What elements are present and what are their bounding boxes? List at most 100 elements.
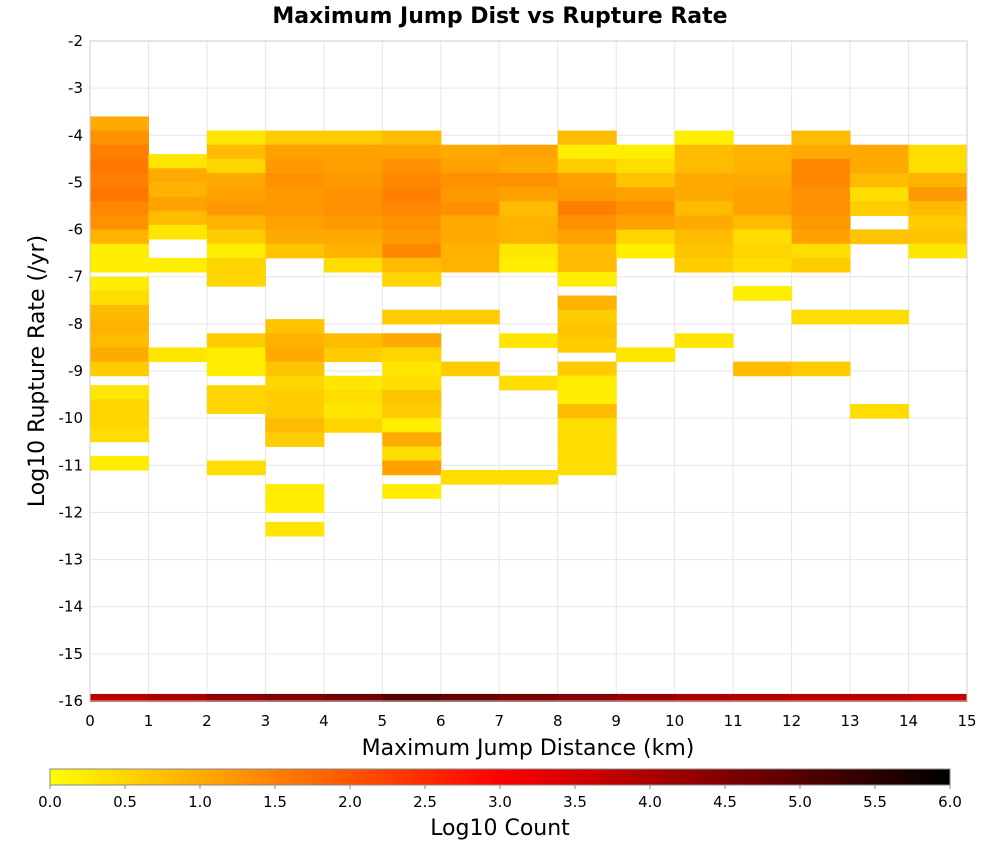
heatmap-cell: [440, 144, 500, 160]
colorbar-tick-label: 5.0: [788, 793, 812, 811]
heatmap-cell: [440, 361, 500, 377]
x-tick-label: 13: [841, 712, 860, 730]
plot-border: [89, 40, 968, 702]
heatmap-cell: [674, 187, 734, 202]
heatmap-cell: [323, 389, 383, 405]
heatmap-cell: [674, 333, 734, 348]
heatmap-cell: [382, 333, 442, 348]
heatmap-cell: [733, 257, 793, 273]
colorbar-tick-label: 1.0: [188, 793, 212, 811]
heatmap-cell: [616, 347, 676, 363]
heatmap-cell: [90, 413, 149, 429]
heatmap-cell: [499, 158, 559, 174]
heatmap-cell: [674, 215, 734, 231]
heatmap-cell: [908, 229, 968, 245]
heatmap-cell: [90, 229, 149, 245]
heatmap-cell: [557, 309, 617, 325]
heatmap-cell: [791, 187, 851, 202]
heatmap-cells: [90, 116, 968, 537]
heatmap-cell: [382, 158, 442, 174]
heatmap-cell: [557, 187, 617, 202]
heatmap-cell: [148, 168, 208, 183]
heatmap-cell: [90, 290, 149, 306]
bottom-band-cell: [557, 693, 617, 702]
heatmap-cell: [323, 201, 383, 216]
heatmap-cell: [908, 187, 968, 202]
heatmap-cell: [440, 201, 500, 216]
bottom-band-cell: [206, 693, 266, 702]
y-tick-label: -5: [68, 173, 83, 191]
bottom-band-cell: [265, 693, 325, 702]
y-tick-label: -16: [59, 692, 84, 710]
y-tick-label: -2: [68, 32, 83, 50]
heatmap-cell: [733, 215, 793, 231]
heatmap-cell: [265, 201, 325, 216]
heatmap-cell: [557, 323, 617, 339]
heatmap-cell: [499, 144, 559, 160]
heatmap-cell: [206, 361, 266, 377]
heatmap-cell: [265, 173, 325, 188]
heatmap-cell: [90, 319, 149, 334]
heatmap-cell: [733, 229, 793, 245]
heatmap-cell: [791, 229, 851, 245]
heatmap-cell: [791, 158, 851, 174]
colorbar-tick-label: 3.0: [488, 793, 512, 811]
heatmap-cell: [323, 347, 383, 363]
colorbar-tick-label: 3.5: [563, 793, 587, 811]
heatmap-cell: [557, 432, 617, 447]
heatmap-cell: [206, 333, 266, 348]
heatmap-cell: [499, 375, 559, 391]
heatmap-cell: [206, 187, 266, 202]
heatmap-cell: [674, 243, 734, 259]
heatmap-cell: [850, 173, 910, 188]
heatmap-cell: [557, 257, 617, 273]
y-tick-label: -7: [68, 268, 83, 286]
heatmap-cell: [148, 154, 208, 169]
y-tick-label: -10: [59, 409, 84, 427]
heatmap-cell: [206, 385, 266, 400]
bottom-band-cell: [323, 693, 383, 702]
bottom-band-cell: [791, 693, 851, 702]
heatmap-cell: [265, 319, 325, 334]
heatmap-cell: [674, 130, 734, 146]
heatmap-cell: [499, 229, 559, 245]
heatmap-cell: [616, 173, 676, 188]
heatmap-cell: [323, 187, 383, 202]
heatmap-cell: [323, 404, 383, 419]
y-tick-label: -12: [59, 503, 84, 521]
colorbar-tick-label: 0.0: [38, 793, 62, 811]
heatmap-cell: [382, 347, 442, 363]
colorbar-tick-label: 2.0: [338, 793, 362, 811]
heatmap-cell: [382, 484, 442, 499]
heatmap-cell: [265, 404, 325, 419]
heatmap-cell: [323, 243, 383, 259]
heatmap-cell: [265, 333, 325, 348]
heatmap-cell: [206, 399, 266, 414]
heatmap-cell: [850, 404, 910, 419]
heatmap-cell: [557, 338, 617, 353]
heatmap-cell: [440, 309, 500, 325]
heatmap-cell: [265, 389, 325, 405]
x-tick-label: 15: [957, 712, 976, 730]
heatmap-cell: [557, 243, 617, 259]
bottom-band-cell: [733, 693, 793, 702]
heatmap-cell: [908, 243, 968, 259]
x-tick-label: 10: [665, 712, 684, 730]
heatmap-cell: [674, 173, 734, 188]
heatmap-cell: [382, 389, 442, 405]
heatmap-cell: [206, 158, 266, 174]
heatmap-cell: [90, 361, 149, 377]
heatmap-cell: [90, 158, 149, 174]
colorbar-tick-label: 0.5: [113, 793, 137, 811]
heatmap-cell: [265, 347, 325, 363]
heatmap-cell: [323, 173, 383, 188]
heatmap-cell: [148, 347, 208, 363]
heatmap-cell: [499, 257, 559, 273]
heatmap-cell: [616, 215, 676, 231]
heatmap-cell: [382, 404, 442, 419]
heatmap-cell: [733, 201, 793, 216]
heatmap-cell: [382, 229, 442, 245]
y-tick-label: -15: [59, 645, 84, 663]
heatmap-cell: [557, 361, 617, 377]
heatmap-cell: [206, 257, 266, 273]
